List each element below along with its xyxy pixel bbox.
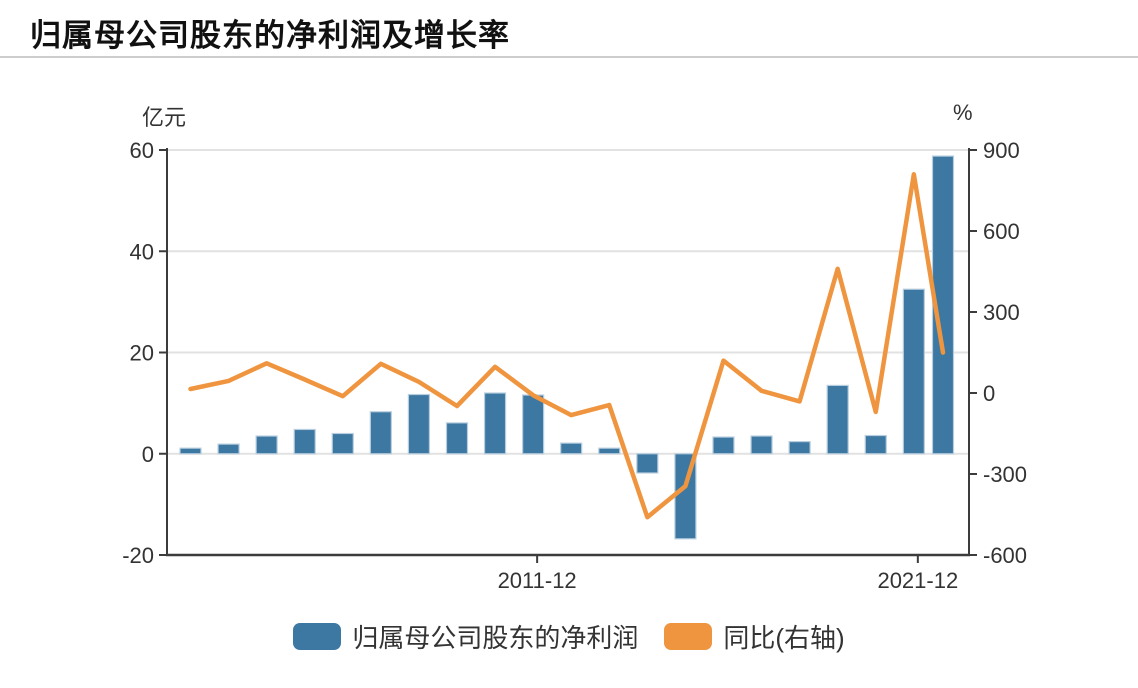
net-profit-bar bbox=[179, 447, 202, 455]
net-profit-bar bbox=[445, 422, 469, 455]
right-axis-unit-label: % bbox=[953, 100, 973, 125]
x-axis-tick-label: 2021-12 bbox=[877, 568, 958, 593]
left-axis-tick-label: -20 bbox=[122, 543, 154, 568]
net-profit-bar bbox=[750, 435, 773, 455]
net-profit-bar bbox=[902, 288, 925, 455]
net-profit-legend-label: 归属母公司股东的净利润 bbox=[352, 623, 639, 653]
net-profit-bar bbox=[369, 411, 392, 455]
net-profit-bar bbox=[331, 432, 354, 455]
net-profit-bar bbox=[217, 443, 240, 455]
title-divider bbox=[0, 56, 1138, 58]
page-title: 归属母公司股东的净利润及增长率 bbox=[30, 18, 510, 53]
net-profit-bar bbox=[788, 441, 811, 455]
left-axis-tick-label: 40 bbox=[130, 239, 154, 264]
right-axis-tick-label: 600 bbox=[983, 219, 1020, 244]
net-profit-bar bbox=[483, 392, 507, 455]
left-axis-tick-label: 20 bbox=[130, 341, 154, 366]
net-profit-bar bbox=[864, 434, 887, 455]
net-profit-bar bbox=[712, 436, 735, 455]
legend-item-net-profit: 归属母公司股东的净利润 bbox=[293, 618, 638, 655]
net-profit-bar bbox=[255, 435, 278, 455]
chart-legend: 归属母公司股东的净利润 同比(右轴) bbox=[0, 618, 1138, 655]
net-profit-bar bbox=[407, 393, 431, 455]
net-profit-bar bbox=[931, 155, 955, 455]
net-profit-bar bbox=[293, 428, 316, 455]
net-profit-bar bbox=[636, 453, 659, 474]
yoy-legend-label: 同比(右轴) bbox=[723, 623, 845, 653]
right-axis-tick-label: 300 bbox=[983, 300, 1020, 325]
x-axis-tick-label: 2011-12 bbox=[498, 568, 577, 593]
right-axis-tick-label: 900 bbox=[983, 138, 1020, 163]
net-profit-bar bbox=[522, 394, 545, 455]
left-axis-tick-label: 60 bbox=[130, 138, 154, 163]
right-axis-tick-label: -600 bbox=[983, 543, 1027, 568]
net-profit-bar bbox=[598, 447, 621, 455]
yoy-growth-line bbox=[188, 172, 946, 520]
right-axis-tick-label: 0 bbox=[983, 381, 995, 406]
net-profit-legend-swatch bbox=[293, 623, 342, 650]
net-profit-bar bbox=[560, 442, 583, 455]
right-axis-tick-label: -300 bbox=[983, 462, 1027, 487]
legend-item-yoy: 同比(右轴) bbox=[664, 618, 845, 655]
net-profit-bar bbox=[826, 384, 849, 455]
left-axis-unit-label: 亿元 bbox=[142, 105, 187, 130]
yoy-legend-swatch bbox=[664, 623, 713, 650]
left-axis-tick-label: 0 bbox=[142, 442, 154, 467]
